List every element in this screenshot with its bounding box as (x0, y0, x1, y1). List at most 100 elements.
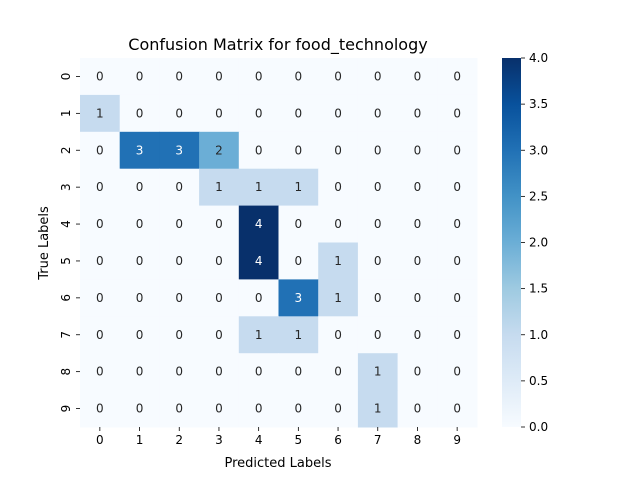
cell-value-label: 0 (136, 254, 144, 268)
y-axis-ticks: 0 1 2 3 4 5 6 7 8 9 (59, 73, 80, 412)
heatmap-cell (318, 131, 359, 170)
y-tick-label: 7 (59, 331, 73, 339)
cell-value-label: 1 (374, 402, 382, 416)
heatmap-cell (397, 94, 438, 133)
heatmap-cell (437, 316, 478, 354)
y-axis-label: True Labels (37, 206, 52, 281)
heatmap-cell (318, 316, 359, 354)
heatmap-cell (437, 353, 478, 391)
heatmap-cell (159, 168, 200, 207)
heatmap-cell (357, 168, 399, 207)
cell-value-label: 0 (255, 291, 263, 305)
heatmap-cell (80, 242, 121, 280)
heatmap-cell (119, 205, 160, 243)
heatmap-cell (238, 316, 279, 354)
heatmap-cell (278, 168, 319, 207)
cell-value-label: 0 (295, 69, 303, 83)
heatmap-cell (238, 131, 279, 170)
heatmap-cell (159, 279, 200, 317)
x-tick-label: 3 (215, 433, 223, 447)
heatmap-cell (159, 131, 200, 170)
heatmap-cell (159, 390, 200, 428)
cell-value-label: 0 (96, 254, 104, 268)
heatmap-cell (357, 242, 399, 280)
cell-value-label: 0 (374, 180, 382, 194)
heatmap-cell (238, 242, 279, 280)
heatmap-cell (357, 353, 399, 391)
cell-value-label: 0 (136, 106, 144, 120)
cell-value-label: 0 (334, 217, 342, 231)
heatmap-cell (80, 316, 121, 354)
cell-value-label: 0 (175, 365, 183, 379)
cell-value-label: 0 (215, 69, 223, 83)
heatmap-cells: 0 0 0 0 0 0 0 0 0 0 1 0 0 0 0 0 0 0 0 0 0 3 3 2 0 0 0 0 0 0 0 0 0 1 1 1 0 0 0 0… (80, 58, 478, 428)
heatmap-cell (278, 242, 319, 280)
heatmap-cell (159, 58, 200, 96)
chart-title: Confusion Matrix for food_technology (128, 35, 427, 55)
cell-value-label: 0 (295, 365, 303, 379)
heatmap-cell (159, 353, 200, 391)
cell-value-label: 0 (96, 217, 104, 231)
cell-value-label: 0 (136, 69, 144, 83)
cell-value-label: 0 (96, 328, 104, 342)
cell-value-label: 0 (374, 106, 382, 120)
cell-value-label: 0 (255, 365, 263, 379)
heatmap-cell (318, 279, 359, 317)
heatmap-cell (318, 242, 359, 280)
heatmap-cell (80, 168, 121, 207)
cell-value-label: 4 (255, 217, 263, 231)
cell-value-label: 0 (175, 217, 183, 231)
cell-value-label: 0 (255, 143, 263, 157)
cell-value-label: 0 (334, 106, 342, 120)
heatmap-cell (397, 205, 438, 243)
heatmap-cell (397, 131, 438, 170)
cell-value-label: 0 (374, 143, 382, 157)
cell-value-label: 0 (295, 143, 303, 157)
heatmap-cell (397, 353, 438, 391)
heatmap-cell (437, 279, 478, 317)
cell-value-label: 0 (374, 217, 382, 231)
cell-value-label: 3 (295, 291, 303, 305)
heatmap-cell (397, 58, 438, 96)
heatmap-cell (238, 279, 279, 317)
cell-value-label: 0 (453, 143, 461, 157)
cell-value-label: 0 (255, 106, 263, 120)
cell-value-label: 0 (414, 143, 422, 157)
heatmap-cell (278, 205, 319, 243)
heatmap-cell (159, 205, 200, 243)
cell-value-label: 0 (96, 291, 104, 305)
cell-value-label: 0 (215, 106, 223, 120)
heatmap-cell (437, 168, 478, 207)
cell-value-label: 0 (414, 254, 422, 268)
cell-value-label: 0 (374, 291, 382, 305)
heatmap-cell (437, 58, 478, 96)
heatmap-cell (119, 390, 160, 428)
heatmap-cell (199, 242, 240, 280)
cell-value-label: 0 (175, 402, 183, 416)
cell-value-label: 0 (334, 69, 342, 83)
y-tick-label: 0 (59, 73, 73, 81)
heatmap-cell (437, 242, 478, 280)
cell-value-label: 0 (453, 217, 461, 231)
cell-value-label: 0 (374, 254, 382, 268)
heatmap-cell (278, 94, 319, 133)
heatmap-cell (80, 58, 121, 96)
cell-value-label: 0 (175, 106, 183, 120)
x-tick-label: 1 (136, 433, 144, 447)
heatmap-cell (199, 316, 240, 354)
heatmap-cell (119, 242, 160, 280)
y-tick-label: 8 (59, 368, 73, 376)
heatmap-cell (278, 279, 319, 317)
colorbar-tick-label: 3.5 (529, 97, 548, 111)
colorbar-tick-label: 1.0 (529, 328, 548, 342)
heatmap-cell (119, 131, 160, 170)
heatmap-cell (437, 131, 478, 170)
cell-value-label: 0 (136, 180, 144, 194)
cell-value-label: 0 (136, 402, 144, 416)
heatmap-cell (318, 353, 359, 391)
cell-value-label: 0 (334, 143, 342, 157)
cell-value-label: 0 (96, 402, 104, 416)
x-tick-label: 6 (334, 433, 342, 447)
cell-value-label: 0 (215, 365, 223, 379)
